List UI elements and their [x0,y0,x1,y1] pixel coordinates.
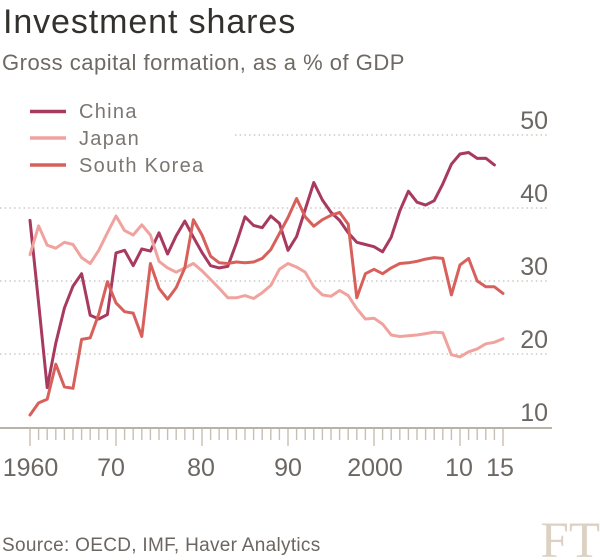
svg-text:20: 20 [520,326,548,354]
svg-text:10: 10 [520,399,548,427]
svg-text:15: 15 [486,454,514,482]
svg-text:10: 10 [445,454,473,482]
svg-text:30: 30 [520,253,548,281]
svg-text:80: 80 [187,454,215,482]
svg-text:40: 40 [520,180,548,208]
svg-text:70: 70 [97,454,125,482]
svg-text:2000: 2000 [347,454,403,482]
svg-text:1960: 1960 [3,454,59,482]
svg-text:90: 90 [274,454,302,482]
svg-text:50: 50 [520,107,548,135]
